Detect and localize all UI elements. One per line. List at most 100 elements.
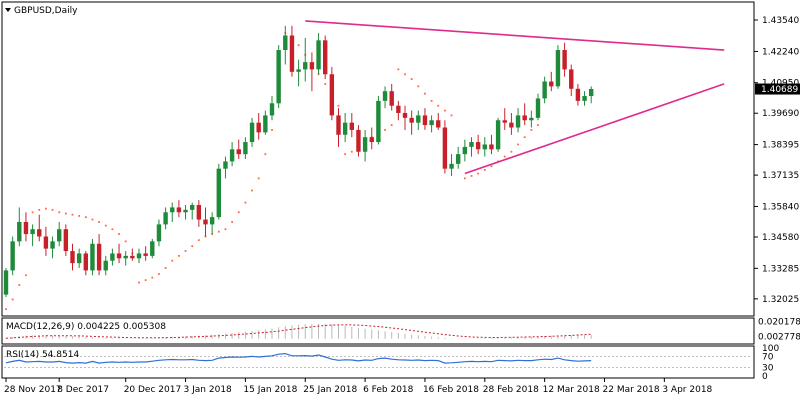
psar-dot xyxy=(384,129,386,131)
psar-dot xyxy=(178,254,180,257)
candle-body xyxy=(396,105,401,113)
candle-body xyxy=(323,40,328,75)
candle-body xyxy=(422,115,428,126)
candle-body xyxy=(50,241,55,249)
psar-dot xyxy=(463,177,466,180)
time-tick-label: 16 Feb 2018 xyxy=(423,385,479,395)
candle-body xyxy=(402,112,408,118)
rsi-tick-label: 70 xyxy=(762,352,774,362)
candle-body xyxy=(489,144,494,150)
price-tick-label: 1.34580 xyxy=(762,233,799,243)
macd-indicator: 0.020178 0.002778 xyxy=(5,318,800,342)
psar-dot xyxy=(118,233,120,235)
trendline xyxy=(305,20,725,51)
psar-dot xyxy=(184,250,187,252)
candle-body xyxy=(309,62,315,70)
time-tick-label: 3 Apr 2018 xyxy=(662,385,712,395)
candle-body xyxy=(249,122,255,143)
candle-body xyxy=(150,241,155,256)
price-tick-label: 1.39690 xyxy=(762,109,799,119)
candle-body xyxy=(156,224,162,242)
candle-body xyxy=(23,221,29,235)
psar-dot xyxy=(237,211,240,214)
psar-dot xyxy=(197,239,200,242)
candles xyxy=(3,25,594,298)
candle-body xyxy=(522,115,527,121)
candle-body xyxy=(70,251,75,264)
rsi-panel-frame xyxy=(1,345,755,379)
candle-body xyxy=(515,115,521,128)
rsi-label: RSI(14) 54.8514 xyxy=(6,350,79,360)
psar-dot xyxy=(144,279,147,281)
psar-dot xyxy=(217,230,220,233)
psar-dot xyxy=(503,155,506,158)
psar-dot xyxy=(424,92,426,95)
psar-dot xyxy=(510,150,513,153)
candle-body xyxy=(456,154,461,164)
psar-dot xyxy=(297,44,300,47)
psar-dot xyxy=(11,298,14,301)
candle-body xyxy=(469,142,474,147)
psar-dot xyxy=(104,224,107,227)
psar-dot xyxy=(51,208,54,211)
psar-dot xyxy=(164,267,167,269)
trendlines xyxy=(305,20,725,175)
psar-dot xyxy=(397,68,400,71)
psar-dot xyxy=(344,153,347,156)
time-tick-label: 15 Jan 2018 xyxy=(243,385,297,395)
price-axis: 1.435401.422401.409501.396901.383951.371… xyxy=(754,16,799,305)
candle-body xyxy=(43,236,49,249)
candle-body xyxy=(569,69,574,89)
time-tick-label: 20 Dec 2017 xyxy=(124,385,182,395)
candle-body xyxy=(582,96,587,101)
candle-body xyxy=(57,229,62,242)
price-tick-label: 1.43540 xyxy=(762,16,799,26)
candle-body xyxy=(349,122,354,130)
candle-body xyxy=(103,260,108,271)
candle-body xyxy=(163,212,168,225)
candle-body xyxy=(76,253,82,264)
macd-label: MACD(12,26,9) 0.004225 0.005308 xyxy=(6,322,166,332)
candle-body xyxy=(203,219,208,225)
candle-body xyxy=(143,253,148,256)
candle-body xyxy=(123,255,128,259)
psar-dot xyxy=(25,274,27,277)
dropdown-arrow-icon[interactable] xyxy=(5,8,11,12)
psar-dot xyxy=(5,308,7,311)
psar-dot xyxy=(111,228,114,231)
candle-body xyxy=(502,120,507,123)
candle-body xyxy=(283,35,288,51)
candle-body xyxy=(329,74,335,116)
candle-body xyxy=(356,129,361,152)
psar-dot xyxy=(251,189,253,192)
psar-dot xyxy=(84,216,87,219)
psar-dot xyxy=(98,221,100,223)
psar-dot xyxy=(517,143,519,146)
candle-body xyxy=(389,91,394,106)
time-tick-label: 12 Mar 2018 xyxy=(543,385,600,395)
psar-dot xyxy=(390,124,393,126)
candle-body xyxy=(96,243,102,271)
macd-signal-line xyxy=(5,324,592,339)
psar-dot xyxy=(18,284,21,286)
candle-body xyxy=(17,221,22,242)
macd-tick-label: 0.002778 xyxy=(758,332,800,342)
rsi-tick-label: 30 xyxy=(762,364,774,374)
candle-body xyxy=(529,117,534,121)
psar-dot xyxy=(91,218,94,221)
candle-body xyxy=(83,253,88,271)
candle-body xyxy=(549,81,554,87)
candle-body xyxy=(316,40,321,70)
candle-body xyxy=(183,209,188,213)
psar-dot xyxy=(71,213,74,216)
time-tick-label: 25 Jan 2018 xyxy=(303,385,357,395)
rsi-tick-label: 0 xyxy=(762,372,768,382)
psar-dot xyxy=(537,124,539,126)
candle-body xyxy=(263,115,268,133)
candle-body xyxy=(243,142,248,155)
psar-dot xyxy=(523,136,526,139)
psar-dot xyxy=(78,215,81,217)
psar-dot xyxy=(38,208,41,211)
candle-body xyxy=(90,243,95,271)
